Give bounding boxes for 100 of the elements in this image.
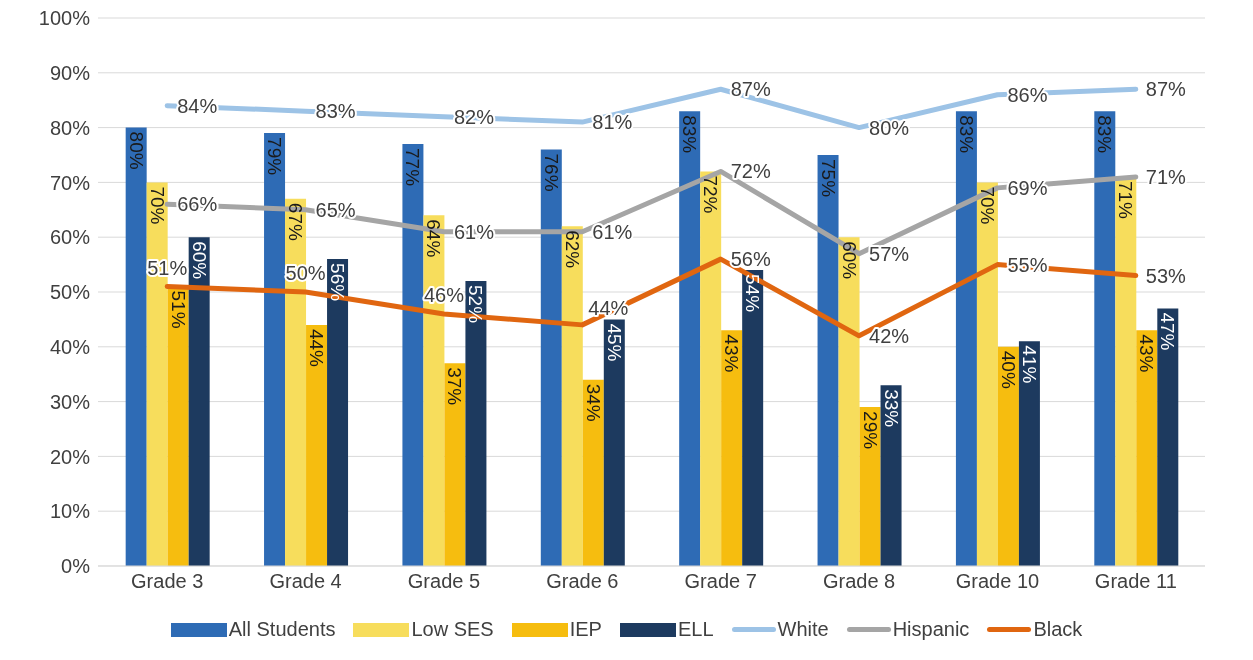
data-label: 84% (177, 94, 218, 117)
data-label: 60% (838, 241, 860, 280)
data-label: 67% (285, 202, 307, 241)
data-label: 60% (188, 241, 210, 280)
bar (561, 226, 583, 566)
x-tick-label: Grade 6 (546, 570, 619, 593)
bar (997, 346, 1019, 566)
bar (582, 379, 604, 566)
y-tick-label: 70% (49, 171, 91, 194)
data-label: 43% (721, 334, 743, 373)
data-label: 83% (1094, 115, 1116, 154)
data-label: 56% (327, 263, 349, 302)
y-tick-label: 50% (49, 281, 91, 304)
bar (880, 385, 902, 566)
data-label: 29% (859, 411, 881, 450)
data-label: 33% (880, 389, 902, 428)
data-label: 53% (1145, 264, 1187, 287)
data-label: 82% (453, 105, 495, 128)
data-label: 65% (315, 198, 356, 221)
data-label: 83% (679, 115, 701, 154)
legend-label: Low SES (411, 618, 494, 641)
legend-label: All Students (228, 618, 336, 641)
data-label: 70% (976, 186, 998, 225)
data-label: 45% (603, 323, 625, 362)
legend-label: Hispanic (892, 618, 970, 641)
data-label: 86% (1007, 83, 1048, 106)
x-tick-label: Grade 10 (955, 570, 1040, 593)
bar (264, 133, 286, 566)
bar (465, 281, 487, 566)
data-label: 61% (453, 220, 495, 243)
bar (817, 155, 839, 566)
data-label: 37% (444, 367, 466, 406)
y-tick-label: 40% (49, 335, 91, 358)
bar (679, 111, 701, 566)
data-label: 54% (742, 274, 764, 313)
y-tick-label: 30% (49, 390, 91, 413)
bar (306, 324, 328, 566)
data-label: 43% (1136, 334, 1158, 373)
data-label: 81% (592, 111, 633, 134)
bar (700, 171, 722, 566)
bar (402, 144, 424, 566)
data-label: 83% (955, 115, 977, 154)
bar (742, 270, 764, 566)
data-label: 72% (700, 175, 722, 214)
data-label: 52% (465, 285, 487, 324)
data-label: 80% (869, 116, 910, 139)
bar (188, 237, 210, 566)
bar (540, 149, 562, 566)
data-label: 87% (730, 78, 771, 101)
data-label: 61% (592, 220, 633, 243)
data-label: 44% (306, 328, 328, 368)
bar (125, 127, 147, 566)
data-label: 57% (869, 242, 910, 265)
data-label: 62% (561, 230, 583, 269)
legend-label: Black (1033, 618, 1083, 641)
x-tick-label: Grade 5 (407, 570, 481, 593)
y-tick-label: 20% (49, 445, 91, 468)
bar (327, 259, 349, 566)
legend-label: White (777, 618, 829, 641)
y-tick-label: 10% (49, 500, 91, 523)
legend-label: ELL (677, 618, 714, 641)
bar (721, 330, 743, 566)
x-tick-label: Grade 3 (131, 570, 204, 593)
data-label: 76% (540, 153, 562, 192)
data-label: 80% (125, 131, 147, 170)
y-tick-label: 100% (38, 7, 91, 30)
data-label: 70% (146, 186, 168, 225)
bar (603, 319, 625, 566)
bar (1115, 176, 1137, 566)
x-tick-label: Grade 4 (269, 570, 342, 593)
data-label: 71% (1145, 165, 1187, 188)
bar (1157, 308, 1179, 566)
bar (838, 237, 860, 566)
y-tick-label: 80% (49, 116, 91, 139)
bar (976, 182, 998, 566)
data-label: 72% (730, 160, 771, 183)
data-label: 87% (1145, 78, 1187, 101)
data-label: 47% (1157, 312, 1179, 351)
data-label: 42% (869, 324, 910, 347)
x-tick-label: Grade 8 (822, 570, 896, 593)
data-label: 83% (315, 100, 356, 123)
data-label: 77% (402, 148, 424, 187)
bar (859, 407, 881, 566)
y-tick-label: 0% (61, 555, 91, 578)
x-tick-label: Grade 11 (1094, 570, 1177, 593)
bar (1094, 111, 1116, 566)
data-label: 34% (582, 383, 604, 422)
data-label: 51% (167, 290, 189, 329)
data-label: 56% (730, 248, 771, 271)
data-label: 66% (177, 193, 218, 216)
data-label: 75% (817, 159, 839, 198)
data-label: 64% (423, 219, 445, 258)
bar (1136, 330, 1158, 566)
legend-label: IEP (569, 618, 602, 641)
y-tick-label: 90% (49, 61, 91, 84)
x-tick-label: Grade 7 (684, 570, 757, 593)
bar (444, 363, 466, 566)
bar (955, 111, 977, 566)
y-tick-label: 60% (49, 226, 91, 249)
data-label: 69% (1007, 176, 1048, 199)
